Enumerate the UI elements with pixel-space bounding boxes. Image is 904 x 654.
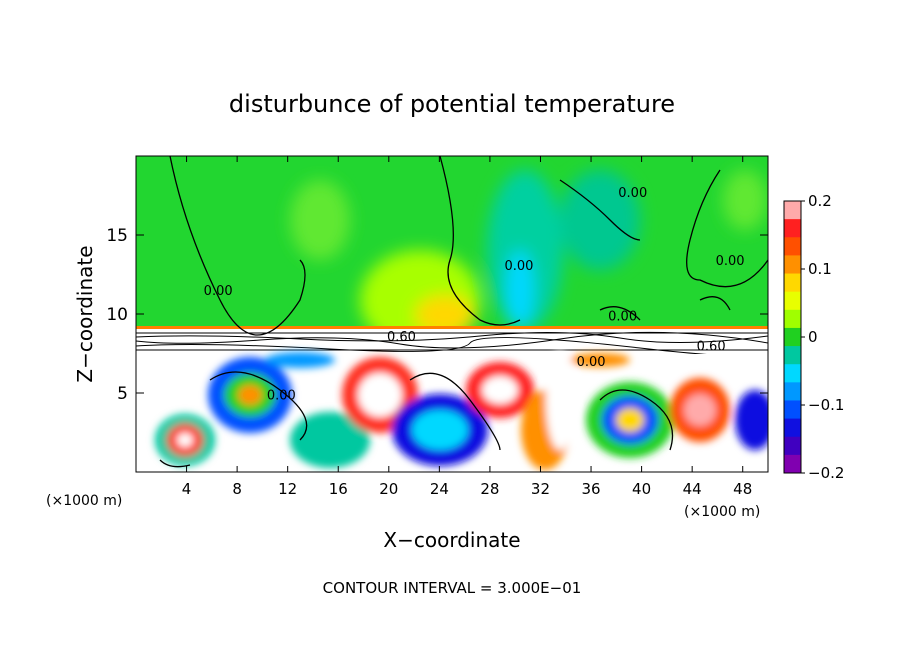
inversion-layer-band [136, 326, 768, 329]
contour-label: 0.00 [618, 186, 647, 201]
x-tick-label: 48 [733, 480, 752, 498]
x-tick-label: 8 [232, 480, 242, 498]
x-tick-label: 4 [182, 480, 192, 498]
colorbar-swatch [784, 364, 801, 383]
colorbar-swatch [784, 418, 801, 438]
contour-label: 0.60 [387, 330, 416, 345]
contour-labels: 0.00 0.00 0.00 0.00 0.00 0.00 0.60 0.60 0.00 [204, 186, 745, 403]
contour-label: 0.00 [204, 284, 233, 299]
contour-label: 0.00 [267, 388, 296, 403]
x-axis-label: X−coordinate [383, 528, 520, 552]
x-tick-label: 44 [683, 480, 702, 498]
colorbar-tick-label: 0.1 [808, 260, 832, 278]
x-tick-label: 12 [278, 480, 297, 498]
y-axis: 5 10 15 [106, 226, 768, 404]
upper-field-anomalies [290, 170, 767, 350]
chart-title: disturbunce of potential temperature [229, 90, 675, 118]
plot-area: 0.00 0.00 0.00 0.00 0.00 0.00 0.60 0.60 0.00 [136, 156, 768, 472]
colorbar-swatch [784, 346, 801, 365]
contour-label: 0.00 [505, 259, 534, 274]
y-tick-label: 15 [106, 226, 128, 246]
colorbar-swatch [784, 237, 801, 256]
colorbar-swatch [784, 327, 801, 347]
colorbar-swatch [784, 382, 801, 401]
colorbar-swatch [784, 291, 801, 311]
x-tick-label: 36 [581, 480, 600, 498]
contour-interval-note: CONTOUR INTERVAL = 3.000E−01 [323, 579, 582, 597]
colorbar: 0.2 0.1 0 −0.1 −0.2 [783, 192, 844, 482]
x-unit-left: (×1000 m) [46, 493, 122, 509]
x-axis: 4 8 12 16 20 24 28 32 36 40 44 48 [182, 156, 752, 498]
x-tick-label: 40 [632, 480, 651, 498]
colorbar-tick-label: 0 [808, 328, 818, 346]
x-tick-label: 32 [531, 480, 550, 498]
colorbar-tick-label: −0.1 [808, 396, 844, 414]
contour-label: 0.00 [608, 309, 637, 324]
x-tick-label: 20 [379, 480, 398, 498]
x-unit-right: (×1000 m) [684, 504, 760, 520]
contour-label: 0.60 [697, 339, 726, 354]
contour-label: 0.00 [577, 355, 606, 370]
colorbar-swatch [784, 400, 801, 420]
colorbar-tick-label: −0.2 [808, 464, 844, 482]
colorbar-swatch [784, 454, 801, 474]
lower-field-eddies [155, 350, 768, 470]
y-tick-label: 5 [117, 384, 128, 404]
colorbar-swatch [784, 201, 801, 220]
zero-contours [159, 156, 768, 468]
colorbar-tick-label: 0.2 [808, 192, 832, 210]
y-axis-label: Z−coordinate [73, 245, 97, 382]
x-tick-label: 16 [329, 480, 348, 498]
colorbar-swatch [784, 309, 801, 329]
contour-label: 0.00 [716, 254, 745, 269]
x-tick-label: 24 [430, 480, 449, 498]
colorbar-swatch [784, 273, 801, 293]
colorbar-swatch [784, 219, 801, 238]
y-tick-label: 10 [106, 305, 128, 325]
colorbar-swatch [784, 255, 801, 275]
x-tick-label: 28 [480, 480, 499, 498]
colorbar-swatch [784, 436, 801, 456]
